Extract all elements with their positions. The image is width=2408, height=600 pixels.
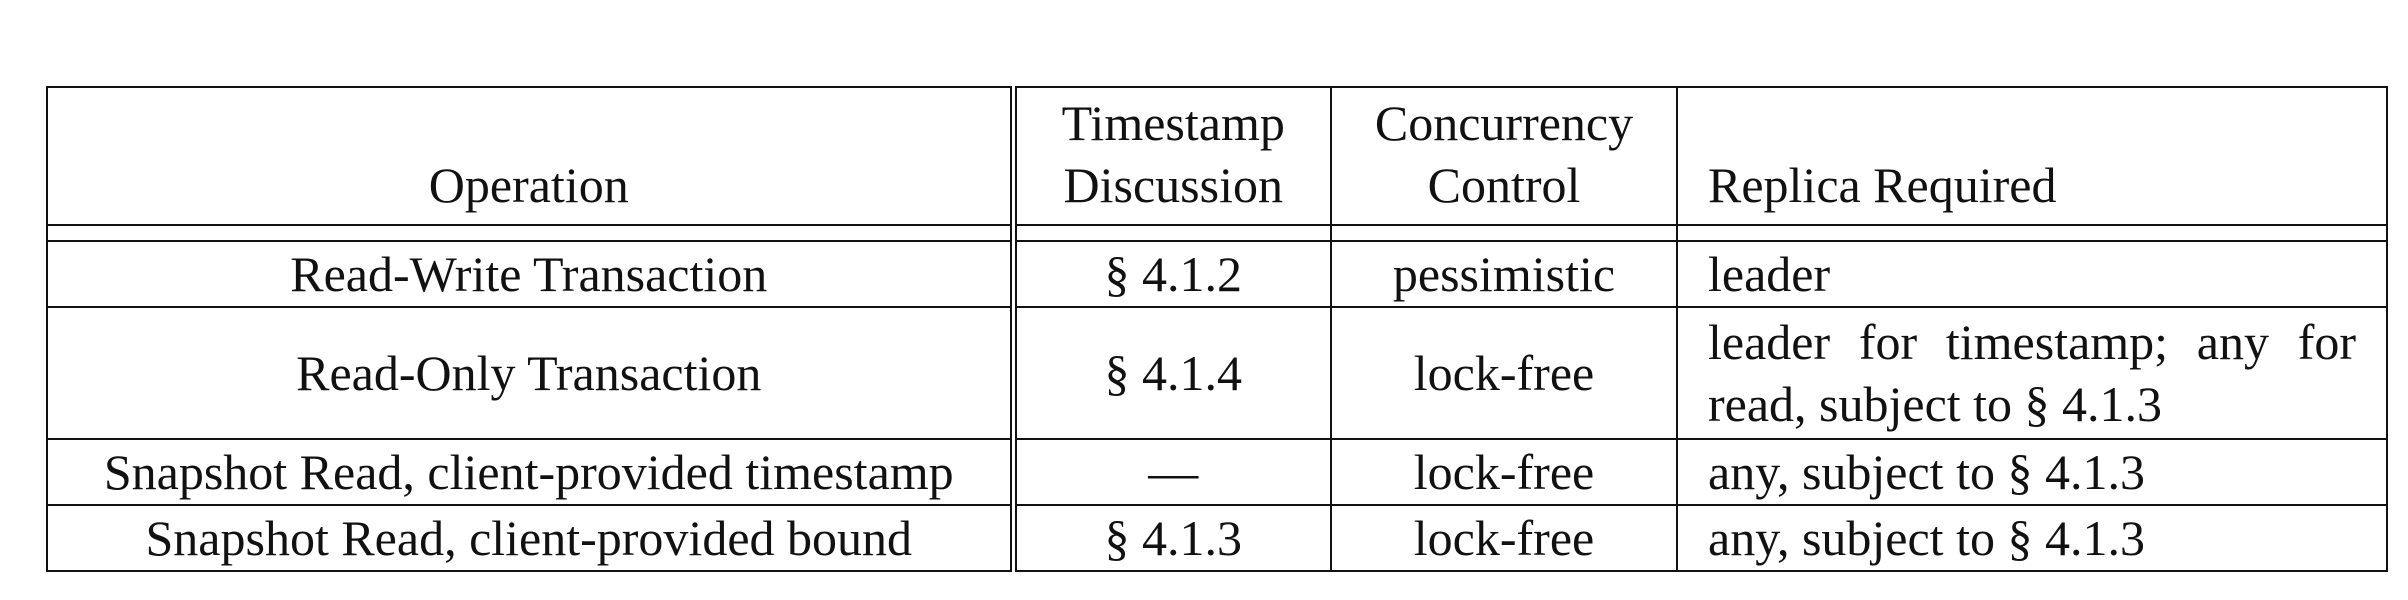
- cell-concurrency: lock-free: [1330, 504, 1678, 572]
- header-gap: [46, 225, 2388, 241]
- cell-operation: Snapshot Read, client-provided bound: [46, 504, 1017, 572]
- cell-timestamp: —: [1012, 438, 1332, 506]
- operations-table-container: Operation Timestamp Discussion Concurren…: [46, 86, 2388, 572]
- cell-concurrency: lock-free: [1330, 438, 1678, 506]
- header-concurrency-line2: Control: [1427, 157, 1581, 213]
- cell-timestamp: § 4.1.2: [1012, 240, 1332, 308]
- cell-timestamp: § 4.1.3: [1012, 504, 1332, 572]
- cell-replica: any, subject to § 4.1.3: [1676, 438, 2388, 506]
- header-replica-required: Replica Required: [1676, 86, 2388, 226]
- table-row: Read-Only Transaction § 4.1.4 lock-free …: [46, 306, 2388, 440]
- table-row: Read-Write Transaction § 4.1.2 pessimist…: [46, 240, 2388, 308]
- cell-replica: any, subject to § 4.1.3: [1676, 504, 2388, 572]
- cell-operation: Read-Write Transaction: [46, 240, 1017, 308]
- cell-concurrency: lock-free: [1330, 306, 1678, 440]
- table-header-row: Operation Timestamp Discussion Concurren…: [46, 86, 2388, 226]
- header-timestamp-line2: Discussion: [1063, 157, 1283, 213]
- header-operation-label: Operation: [428, 157, 629, 213]
- cell-timestamp: § 4.1.4: [1012, 306, 1332, 440]
- operations-table: Operation Timestamp Discussion Concurren…: [46, 86, 2388, 572]
- cell-operation: Snapshot Read, client-provided timestamp: [46, 438, 1017, 506]
- header-operation: Operation: [46, 86, 1017, 226]
- table-row: Snapshot Read, client-provided bound § 4…: [46, 504, 2388, 572]
- table-row: Snapshot Read, client-provided timestamp…: [46, 438, 2388, 506]
- cell-replica: leader: [1676, 240, 2388, 308]
- header-timestamp-discussion: Timestamp Discussion: [1012, 86, 1332, 226]
- cell-replica: leader for timestamp; any for read, subj…: [1676, 306, 2388, 440]
- header-timestamp-line1: Timestamp: [1061, 95, 1285, 151]
- cell-operation: Read-Only Transaction: [46, 306, 1017, 440]
- header-replica-label: Replica Required: [1708, 157, 2057, 213]
- cell-concurrency: pessimistic: [1330, 240, 1678, 308]
- header-concurrency-control: Concurrency Control: [1330, 86, 1678, 226]
- header-concurrency-line1: Concurrency: [1374, 95, 1634, 151]
